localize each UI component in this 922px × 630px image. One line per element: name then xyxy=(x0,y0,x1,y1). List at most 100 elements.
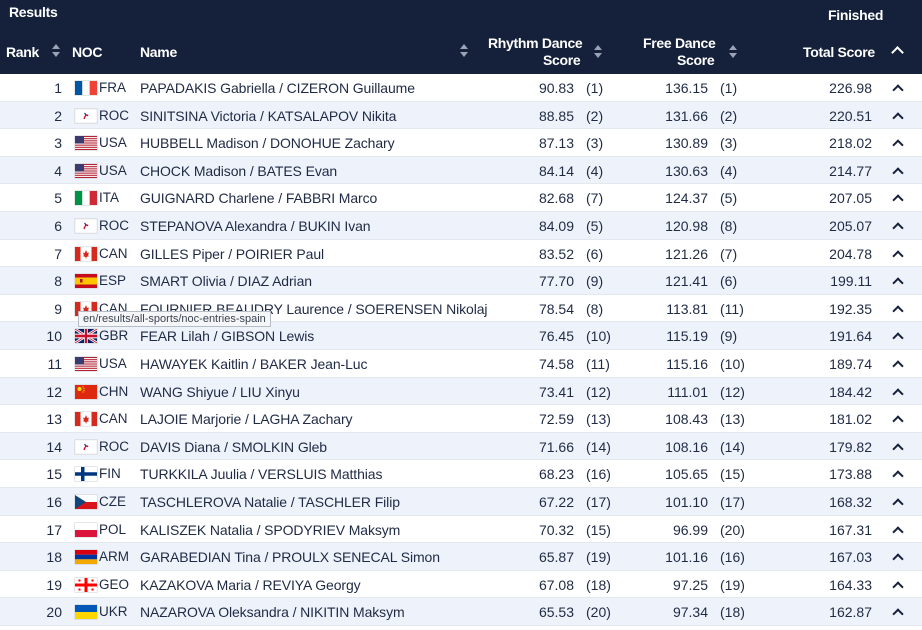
roc-flag-icon xyxy=(75,439,97,454)
expand-chevron-icon[interactable] xyxy=(892,525,904,538)
noc-link[interactable]: ITA xyxy=(99,190,119,206)
athlete-name-link[interactable]: KALISZEK Natalia / SPODYRIEV Maksym xyxy=(140,521,401,538)
expand-chevron-icon[interactable] xyxy=(892,84,904,96)
expand-chevron-icon[interactable] xyxy=(892,194,904,207)
expand-chevron-icon[interactable] xyxy=(892,387,904,400)
table-row[interactable]: 13 CAN LAJOIE Marjorie / LAGHA Zachary 72.5… xyxy=(0,405,922,433)
rhythm-score: 78.54 xyxy=(538,300,574,317)
col-rhythm-label-2[interactable]: Score xyxy=(543,52,581,68)
athlete-name-link[interactable]: SINITSINA Victoria / KATSALAPOV Nikita xyxy=(140,107,397,124)
noc-link[interactable]: USA xyxy=(99,135,127,151)
expand-chevron-icon[interactable] xyxy=(892,277,904,289)
noc-link[interactable]: FRA xyxy=(99,80,126,95)
expand-chevron-icon[interactable] xyxy=(892,222,904,234)
table-row[interactable]: 6 ROC STEPANOVA Alexandra / BUKIN Ivan 84.0… xyxy=(0,211,922,240)
noc-link[interactable]: ROC xyxy=(99,217,129,233)
expand-chevron-icon[interactable] xyxy=(892,332,904,345)
athlete-name-link[interactable]: HUBBELL Madison / DONOHUE Zachary xyxy=(140,135,395,152)
col-total[interactable]: Total Score xyxy=(803,44,875,60)
table-row[interactable]: 5 ITA GUIGNARD Charlene / FABBRI Marco 82.6… xyxy=(0,184,922,212)
table-row[interactable]: 18 ARM GARABEDIAN Tina / PROULX SENECAL Si… xyxy=(0,543,922,571)
noc-link[interactable]: ROC xyxy=(99,107,129,123)
athlete-name-link[interactable]: PAPADAKIS Gabriella / CIZERON Guillaume xyxy=(140,80,415,96)
noc-link[interactable]: CHN xyxy=(99,383,129,399)
expand-chevron-icon[interactable] xyxy=(892,553,904,565)
athlete-name-link[interactable]: LAJOIE Marjorie / LAGHA Zachary xyxy=(140,411,353,428)
table-row[interactable]: 16 CZE TASCHLEROVA Natalie / TASCHLER Fili… xyxy=(0,487,922,516)
noc-link[interactable]: UKR xyxy=(99,604,128,620)
expand-chevron-icon[interactable] xyxy=(892,111,904,124)
rhythm-score: 76.45 xyxy=(538,328,574,345)
athlete-name-link[interactable]: NAZAROVA Oleksandra / NIKITIN Maksym xyxy=(140,604,405,621)
expand-chevron-icon[interactable] xyxy=(892,581,904,593)
table-row[interactable]: 20 UKR NAZAROVA Oleksandra / NIKITIN Maksy… xyxy=(0,598,922,626)
col-noc[interactable]: NOC xyxy=(72,44,103,60)
collapse-all-icon[interactable] xyxy=(891,46,904,59)
athlete-name-link[interactable]: CHOCK Madison / BATES Evan xyxy=(140,162,338,179)
athlete-name-link[interactable]: STEPANOVA Alexandra / BUKIN Ivan xyxy=(140,217,371,234)
free-rank: (9) xyxy=(720,328,738,345)
france-flag-icon xyxy=(75,81,97,95)
expand-chevron-icon[interactable] xyxy=(892,415,904,427)
table-row[interactable]: 14 ROC DAVIS Diana / SMOLKIN Gleb 71.66 (14)… xyxy=(0,432,922,461)
noc-link[interactable]: USA xyxy=(99,355,127,371)
table-row[interactable]: 3 USA HUBBELL Madison / DONOHUE Zachary 87.… xyxy=(0,129,922,157)
rhythm-rank: (19) xyxy=(586,549,611,566)
table-row[interactable]: 15 FIN TURKKILA Juulia / VERSLUIS Matthias… xyxy=(0,460,922,488)
noc-link[interactable]: GEO xyxy=(99,576,130,592)
noc-link[interactable]: ARM xyxy=(99,549,129,565)
athlete-name-link[interactable]: HAWAYEK Kaitlin / BAKER Jean-Luc xyxy=(140,355,368,372)
expand-chevron-icon[interactable] xyxy=(892,139,904,151)
table-row[interactable]: 4 USA CHOCK Madison / BATES Evan 84.14 (4) 13… xyxy=(0,156,922,185)
expand-chevron-icon[interactable] xyxy=(892,305,904,317)
athlete-name-link[interactable]: KAZAKOVA Maria / REVIYA Georgy xyxy=(140,576,361,593)
rank: 15 xyxy=(46,466,62,483)
expand-chevron-icon[interactable] xyxy=(892,608,904,620)
sort-name-icon[interactable] xyxy=(460,43,468,59)
sort-free-icon[interactable] xyxy=(729,44,737,60)
noc-link[interactable]: GBR xyxy=(99,328,129,344)
table-row[interactable]: 8 ESP SMART Olivia / DIAZ Adrian 77.70 (9) 12… xyxy=(0,267,922,295)
expand-chevron-icon[interactable] xyxy=(892,167,904,179)
noc-link[interactable]: ROC xyxy=(99,438,129,454)
athlete-name-link[interactable]: TURKKILA Juulia / VERSLUIS Matthias xyxy=(140,466,383,483)
athlete-name-link[interactable]: TASCHLEROVA Natalie / TASCHLER Filip xyxy=(140,493,400,510)
col-rank[interactable]: Rank xyxy=(6,44,40,60)
athlete-name-link[interactable]: GARABEDIAN Tina / PROULX SENECAL Simon xyxy=(140,549,440,566)
table-row[interactable]: 2 ROC SINITSINA Victoria / KATSALAPOV Niki… xyxy=(0,101,922,130)
noc-link[interactable]: POL xyxy=(99,521,127,537)
expand-chevron-icon[interactable] xyxy=(892,498,904,510)
noc-link[interactable]: ESP xyxy=(99,273,127,289)
col-rhythm-label-1[interactable]: Rhythm Dance xyxy=(488,35,583,51)
table-row[interactable]: 17 POL KALISZEK Natalia / SPODYRIEV Maksym… xyxy=(0,516,922,544)
table-row[interactable]: 19 GEO KAZAKOVA Maria / REVIYA Georgy 67.08… xyxy=(0,571,922,599)
noc-link[interactable]: FIN xyxy=(99,466,121,482)
free-score: 108.16 xyxy=(665,438,708,455)
noc-link[interactable]: CZE xyxy=(99,493,126,509)
noc-link[interactable]: CAN xyxy=(99,245,128,261)
table-row[interactable]: 1 FRA PAPADAKIS Gabriella / CIZERON Guilla… xyxy=(0,74,922,102)
rank: 9 xyxy=(54,300,62,317)
athlete-name-link[interactable]: FEAR Lilah / GIBSON Lewis xyxy=(140,328,315,345)
col-free-label-2[interactable]: Score xyxy=(677,52,715,68)
noc-link[interactable]: USA xyxy=(99,162,127,178)
col-free-label-1[interactable]: Free Dance xyxy=(643,35,716,51)
table-row[interactable]: 7 CAN GILLES Piper / POIRIER Paul 83.52 (6) 1… xyxy=(0,240,922,268)
table-row[interactable]: 11 USA HAWAYEK Kaitlin / BAKER Jean-Luc 74.… xyxy=(0,350,922,378)
col-name[interactable]: Name xyxy=(140,44,177,60)
athlete-name-link[interactable]: GILLES Piper / POIRIER Paul xyxy=(140,245,325,262)
athlete-name-link[interactable]: GUIGNARD Charlene / FABBRI Marco xyxy=(140,190,378,207)
noc-link[interactable]: CAN xyxy=(99,411,128,427)
table-row[interactable]: 12 CHN WANG Shiyue / LIU Xinyu 73.41 (12) 111… xyxy=(0,377,922,406)
rank: 5 xyxy=(54,190,62,207)
expand-chevron-icon[interactable] xyxy=(892,249,904,262)
expand-chevron-icon[interactable] xyxy=(892,470,904,482)
sort-rhythm-icon[interactable] xyxy=(594,44,602,60)
expand-chevron-icon[interactable] xyxy=(892,360,904,372)
athlete-name-link[interactable]: SMART Olivia / DIAZ Adrian xyxy=(140,273,312,290)
total-score: 181.02 xyxy=(829,411,872,428)
sort-rank-icon[interactable] xyxy=(52,43,60,59)
expand-chevron-icon[interactable] xyxy=(892,443,904,455)
athlete-name-link[interactable]: DAVIS Diana / SMOLKIN Gleb xyxy=(140,438,327,455)
athlete-name-link[interactable]: WANG Shiyue / LIU Xinyu xyxy=(140,383,300,400)
